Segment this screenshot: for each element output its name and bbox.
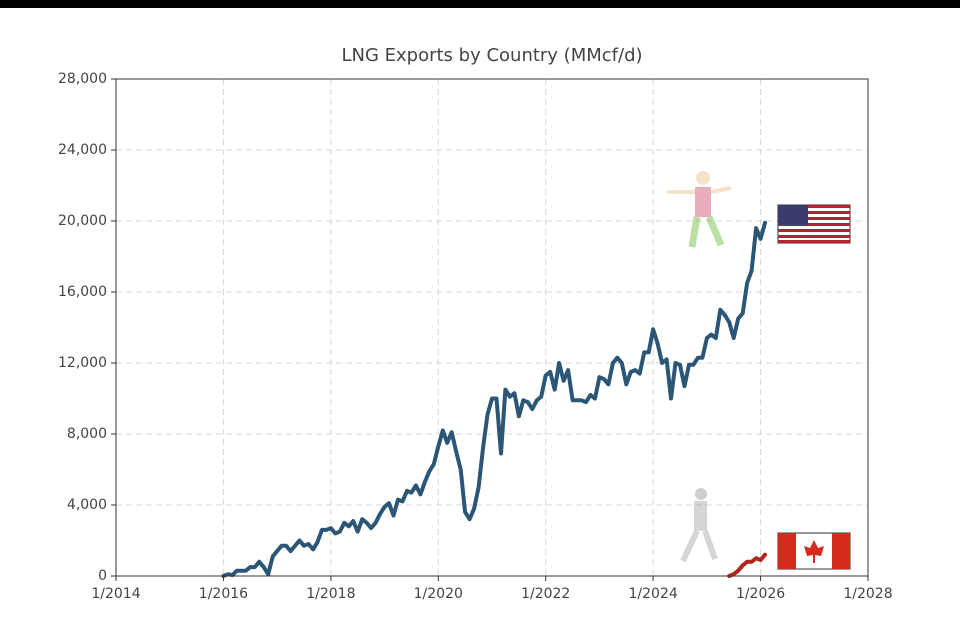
series-line <box>727 552 767 578</box>
chart-title: LNG Exports by Country (MMcf/d) <box>341 45 642 66</box>
y-tick-label: 0 <box>98 568 107 584</box>
y-tick-label: 4,000 <box>67 497 107 513</box>
y-tick-label: 28,000 <box>58 71 107 87</box>
us-flag <box>777 204 851 244</box>
dancing-figure <box>667 171 732 248</box>
x-tick-label: 1/2026 <box>736 586 785 602</box>
x-tick-label: 1/2024 <box>629 586 678 602</box>
walking-figure <box>680 488 718 563</box>
x-tick-label: 1/2018 <box>306 586 355 602</box>
grid <box>115 78 869 577</box>
x-tick-label: 1/2014 <box>91 586 140 602</box>
x-tick-label: 1/2028 <box>843 586 892 602</box>
y-tick-label: 16,000 <box>58 284 107 300</box>
x-tick-label: 1/2016 <box>199 586 248 602</box>
y-tick-label: 12,000 <box>58 355 107 371</box>
canada-flag <box>777 532 851 570</box>
series-line <box>221 220 767 578</box>
x-tick-label: 1/2020 <box>414 586 463 602</box>
y-tick-label: 8,000 <box>67 426 107 442</box>
y-tick-label: 20,000 <box>58 213 107 229</box>
top-bar <box>0 0 960 8</box>
plot-frame <box>115 78 869 577</box>
y-tick-label: 24,000 <box>58 142 107 158</box>
x-tick-label: 1/2022 <box>521 586 570 602</box>
plot <box>221 220 767 578</box>
